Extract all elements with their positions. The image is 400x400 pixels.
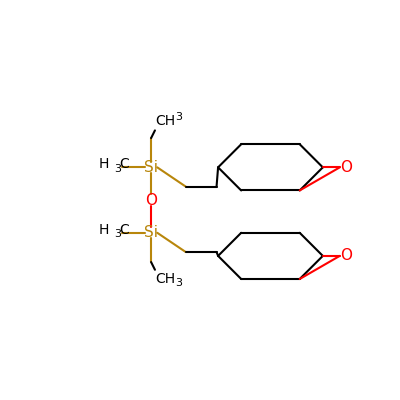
Text: O: O	[145, 192, 157, 208]
Text: H: H	[98, 157, 109, 171]
Text: CH: CH	[155, 114, 175, 128]
Text: 3: 3	[175, 278, 182, 288]
Text: 3: 3	[114, 229, 121, 239]
Text: O: O	[340, 248, 352, 264]
Text: Si: Si	[144, 160, 158, 175]
Text: O: O	[340, 160, 352, 175]
Text: C: C	[120, 223, 129, 237]
Text: Si: Si	[144, 225, 158, 240]
Text: CH: CH	[155, 272, 175, 286]
Text: C: C	[120, 157, 129, 171]
Text: 3: 3	[114, 164, 121, 174]
Text: H: H	[98, 223, 109, 237]
Text: 3: 3	[175, 112, 182, 122]
